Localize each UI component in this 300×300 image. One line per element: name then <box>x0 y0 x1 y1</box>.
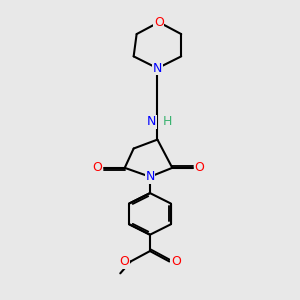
Text: O: O <box>171 255 181 268</box>
Text: O: O <box>119 255 129 268</box>
Text: N: N <box>147 115 156 128</box>
Text: N: N <box>153 62 162 75</box>
Text: O: O <box>92 161 102 174</box>
Text: N: N <box>145 170 155 183</box>
Text: H: H <box>163 115 172 128</box>
Text: O: O <box>195 161 205 174</box>
Text: O: O <box>154 16 164 29</box>
